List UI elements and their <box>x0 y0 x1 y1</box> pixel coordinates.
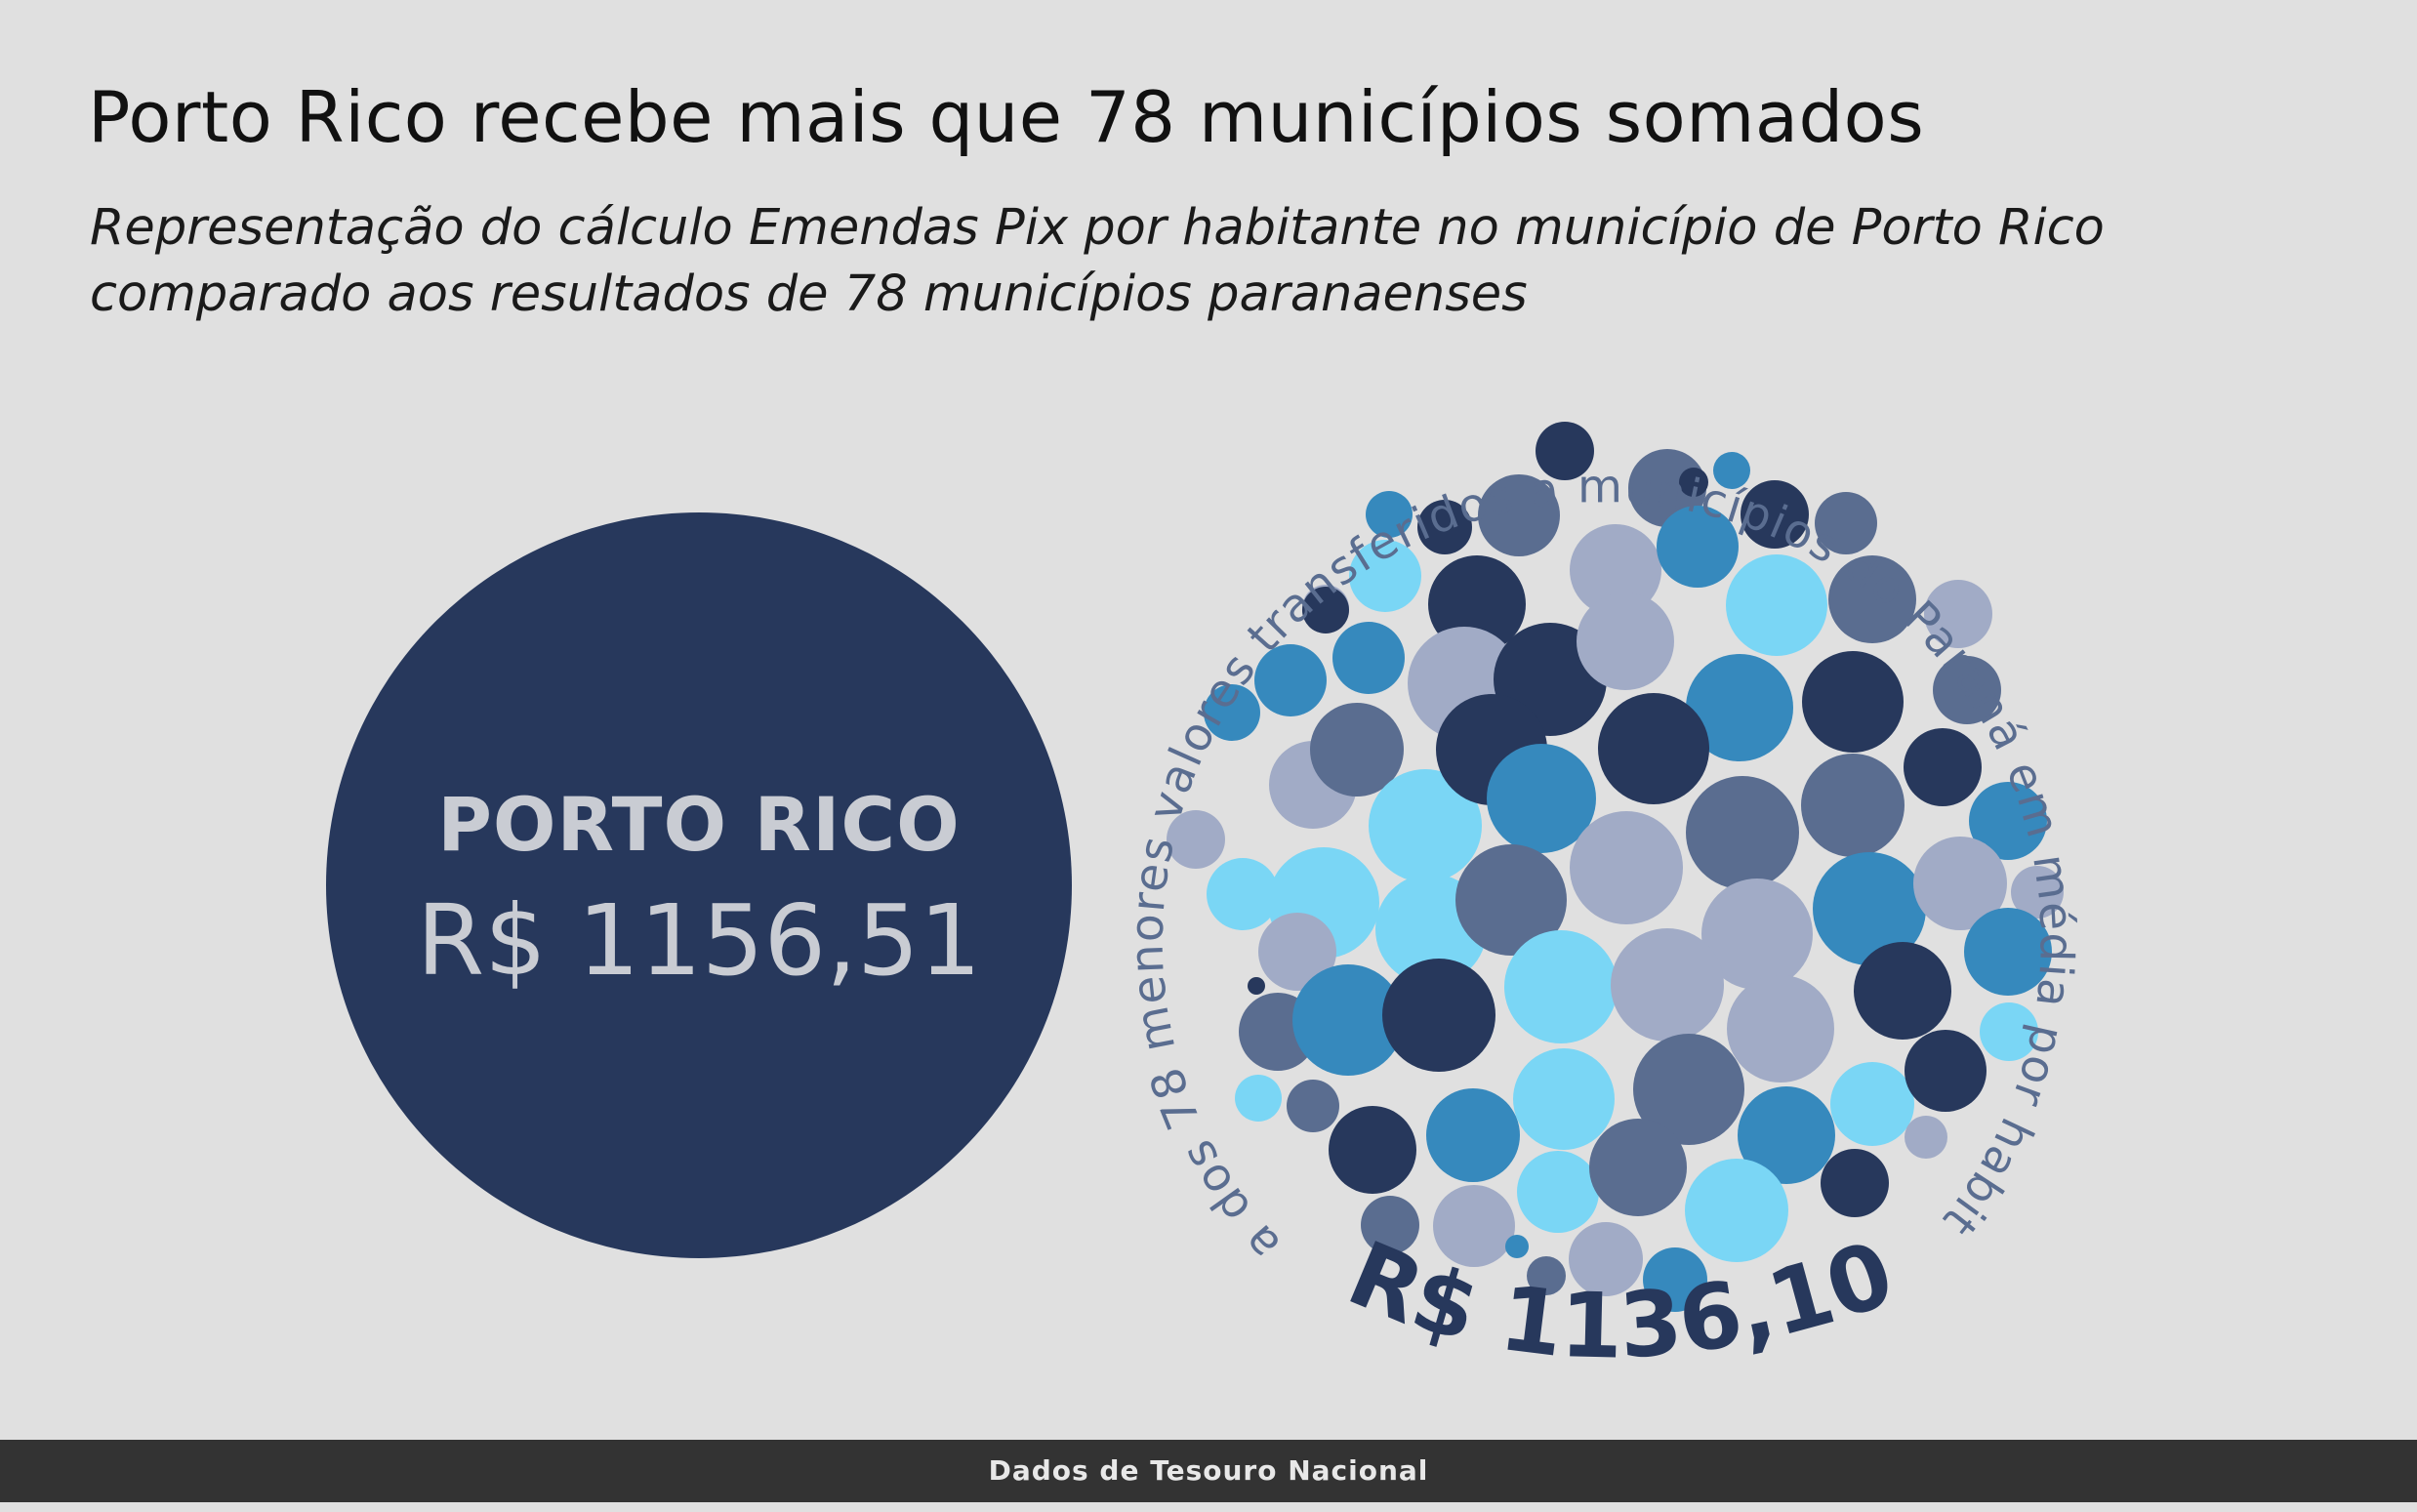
municipality-bubble-35 <box>1801 754 1905 857</box>
municipality-bubble-78 <box>1643 1247 1707 1312</box>
municipality-bubble-34 <box>1686 776 1799 889</box>
porto-rico-circle <box>326 512 1072 1258</box>
municipality-bubble-69 <box>1361 1196 1419 1254</box>
municipality-bubble-74 <box>1821 1149 1889 1217</box>
municipality-bubble-8 <box>1417 500 1472 554</box>
municipality-bubble-26 <box>1933 656 2001 724</box>
municipality-bubble-70 <box>1433 1185 1515 1267</box>
municipality-bubble-72 <box>1589 1119 1687 1216</box>
municipality-bubble-59 <box>1235 1075 1282 1122</box>
municipality-bubble-38 <box>1167 810 1225 869</box>
municipality-bubble-66 <box>1830 1062 1914 1146</box>
municipality-bubble-15 <box>1828 555 1916 643</box>
municipality-bubble-60 <box>1287 1080 1339 1132</box>
municipality-bubble-71 <box>1517 1151 1599 1233</box>
municipality-bubble-63 <box>1513 1048 1615 1150</box>
municipality-bubble-6 <box>1815 492 1877 554</box>
municipality-bubble-37 <box>1969 782 2047 860</box>
municipality-bubble-64 <box>1633 1034 1744 1145</box>
municipality-bubble-1 <box>1536 422 1594 480</box>
municipality-bubble-12 <box>1349 540 1421 612</box>
municipality-bubble-56 <box>1854 942 1951 1040</box>
municipality-bubble-36 <box>1904 728 1982 806</box>
municipality-bubble-58 <box>1980 1002 2038 1061</box>
municipality-bubble-53 <box>1504 930 1618 1043</box>
municipality-bubble-29 <box>1310 703 1404 797</box>
municipality-bubble-25 <box>1802 651 1904 753</box>
municipality-bubble-68 <box>1905 1116 1947 1159</box>
municipality-bubble-33 <box>1598 693 1709 804</box>
municipality-bubble-32 <box>1487 744 1596 853</box>
municipality-bubble-62 <box>1426 1088 1520 1182</box>
municipality-bubble-54 <box>1611 928 1724 1042</box>
municipality-bubble-51 <box>1292 964 1404 1076</box>
municipality-bubble-49 <box>1248 977 1265 995</box>
municipality-bubble-47 <box>2011 866 2064 919</box>
municipality-bubble-4 <box>1679 468 1708 497</box>
municipality-bubble-3 <box>1713 452 1750 489</box>
municipality-bubble-75 <box>1505 1235 1529 1258</box>
municipality-bubble-77 <box>1569 1222 1643 1296</box>
subtitle-line-2: comparado aos resultados de 78 município… <box>90 266 1528 323</box>
municipality-bubble-65 <box>1738 1086 1835 1184</box>
municipality-bubble-57 <box>1964 908 2052 996</box>
municipality-bubble-24 <box>1686 654 1793 761</box>
municipality-bubble-39 <box>1207 858 1279 930</box>
municipality-bubble-30 <box>1369 769 1482 882</box>
chart-title: Porto Rico recebe mais que 78 municípios… <box>88 76 1925 158</box>
subtitle-line-1: Representação do cálculo Emendas Pix por… <box>90 199 2105 257</box>
municipality-bubble-23 <box>1577 593 1674 690</box>
source-footer: Dados de Tesouro Nacional <box>0 1440 2417 1502</box>
porto-rico-label: PORTO RICO <box>437 781 961 868</box>
municipality-bubble-46 <box>1913 837 2007 930</box>
municipality-bubble-7 <box>1366 491 1413 538</box>
municipality-bubble-61 <box>1329 1106 1416 1194</box>
municipality-bubble-55 <box>1727 975 1834 1083</box>
municipality-bubble-76 <box>1527 1256 1566 1295</box>
municipality-bubble-19 <box>1254 644 1327 716</box>
municipality-bubble-14 <box>1726 554 1827 656</box>
municipality-bubble-44 <box>1701 879 1813 990</box>
municipality-bubble-20 <box>1332 622 1405 694</box>
municipality-bubble-43 <box>1570 811 1683 924</box>
municipality-bubble-10 <box>1570 524 1661 616</box>
municipality-bubble-27 <box>1204 684 1260 741</box>
municipality-bubble-48 <box>1258 913 1336 991</box>
municipality-bubble-9 <box>1478 474 1560 556</box>
municipality-bubble-45 <box>1813 852 1926 965</box>
municipality-bubble-42 <box>1455 844 1567 956</box>
porto-rico-value: R$ 1156,51 <box>416 883 982 998</box>
municipality-bubble-52 <box>1382 959 1495 1072</box>
municipality-bubble-18 <box>1302 587 1349 633</box>
municipality-bubble-16 <box>1924 580 1992 648</box>
municipality-bubbles <box>1167 422 2064 1312</box>
municipality-bubble-73 <box>1685 1159 1788 1262</box>
municipality-bubble-5 <box>1741 480 1809 549</box>
municipality-bubble-67 <box>1905 1030 1987 1112</box>
municipality-bubble-11 <box>1657 506 1739 588</box>
chart-subtitle: Representação do cálculo Emendas Pix por… <box>90 195 2335 328</box>
